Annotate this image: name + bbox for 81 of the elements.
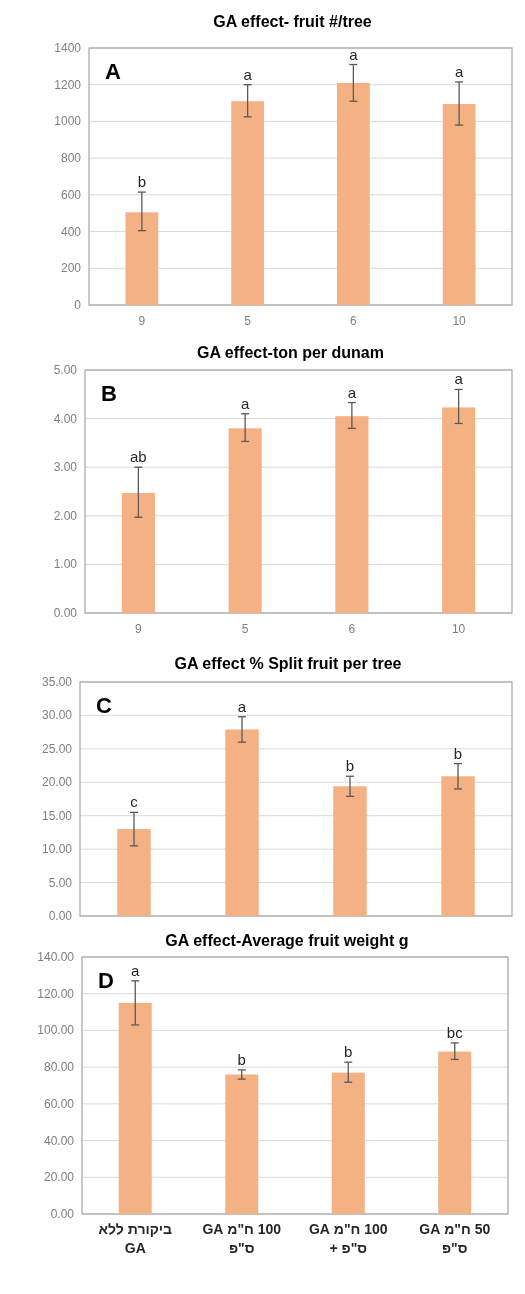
data-label: a xyxy=(131,961,141,979)
data-label: a xyxy=(240,394,250,412)
y-tick-label: 200 xyxy=(60,261,82,276)
y-tick-label: 40.00 xyxy=(43,1133,75,1148)
data-label: a xyxy=(243,65,253,83)
bar xyxy=(333,786,367,916)
annotation: B xyxy=(101,381,117,406)
x-tick-label: 6 xyxy=(350,314,358,328)
data-label: ab xyxy=(130,448,147,466)
y-tick-label: 10.00 xyxy=(41,842,73,857)
chart-title: GA effect- fruit #/tree xyxy=(213,13,372,30)
data-label: a xyxy=(237,697,247,715)
x-tick-label: 5 xyxy=(241,622,249,636)
y-tick-label: 400 xyxy=(60,224,82,239)
annotation: C xyxy=(96,693,112,718)
x-tick-label: 5 xyxy=(244,314,252,328)
y-tick-label: 0.00 xyxy=(53,606,78,620)
bar xyxy=(125,212,159,305)
x-tick-label: 100 ח"מ GA ס"פ xyxy=(202,1221,282,1256)
data-label: a xyxy=(349,45,359,63)
bar xyxy=(225,1074,259,1214)
x-tick-label: 100 ח"מ GA ס"פ + xyxy=(308,1221,388,1256)
x-tick-label: 9 xyxy=(135,622,143,636)
annotation: A xyxy=(105,59,121,84)
data-label: bc xyxy=(446,1023,464,1041)
bar xyxy=(442,103,476,305)
bar xyxy=(225,729,259,916)
x-tick-label: 10 xyxy=(451,622,466,636)
bar xyxy=(331,1072,365,1214)
y-tick-label: 0.00 xyxy=(50,1207,75,1221)
x-tick-label: 50 ח"מ GA ס"פ xyxy=(419,1221,491,1256)
y-tick-label: 3.00 xyxy=(53,460,78,475)
x-tick-label: 10 xyxy=(452,314,467,328)
bar xyxy=(441,776,475,916)
y-tick-label: 80.00 xyxy=(43,1060,75,1075)
bar xyxy=(121,492,155,613)
bar xyxy=(118,1002,152,1214)
data-label: a xyxy=(454,370,464,388)
chart-title: GA effect % Split fruit per tree xyxy=(174,655,402,672)
y-tick-label: 140.00 xyxy=(37,950,75,964)
y-tick-label: 60.00 xyxy=(43,1096,75,1111)
data-label: a xyxy=(454,62,464,80)
data-label: c xyxy=(130,793,139,811)
bar xyxy=(336,82,370,305)
y-tick-label: 120.00 xyxy=(37,986,75,1001)
bar xyxy=(438,1051,472,1214)
bar xyxy=(335,416,369,613)
chart-title: GA effect-Average fruit weight g xyxy=(165,932,409,949)
y-tick-label: 600 xyxy=(60,187,82,202)
y-tick-label: 2.00 xyxy=(53,508,78,523)
bar xyxy=(228,428,262,613)
y-tick-label: 20.00 xyxy=(41,775,73,790)
data-label: a xyxy=(347,383,357,401)
y-tick-label: 0 xyxy=(74,298,82,312)
x-tick-label: 6 xyxy=(348,622,356,636)
bar xyxy=(117,829,151,916)
y-tick-label: 1000 xyxy=(54,114,82,129)
y-tick-label: 1.00 xyxy=(53,557,78,572)
y-tick-label: 25.00 xyxy=(41,741,73,756)
y-tick-label: 30.00 xyxy=(41,708,73,723)
bar xyxy=(442,407,476,613)
data-label: b xyxy=(237,1050,246,1068)
annotation: D xyxy=(98,968,114,993)
y-tick-label: 5.00 xyxy=(48,875,73,890)
data-label: b xyxy=(453,744,463,762)
chart-title: GA effect-ton per dunam xyxy=(197,344,384,361)
y-tick-label: 1400 xyxy=(54,41,82,55)
data-label: b xyxy=(345,757,355,775)
y-tick-label: 5.00 xyxy=(53,363,78,377)
data-label: b xyxy=(137,173,147,191)
y-tick-label: 0.00 xyxy=(48,909,73,923)
bar xyxy=(231,101,265,305)
data-label: b xyxy=(344,1043,353,1061)
x-tick-label: 9 xyxy=(138,314,146,328)
y-tick-label: 4.00 xyxy=(53,411,78,426)
y-tick-label: 20.00 xyxy=(43,1170,75,1185)
y-tick-label: 800 xyxy=(60,151,82,166)
y-tick-label: 100.00 xyxy=(37,1023,75,1038)
y-tick-label: 35.00 xyxy=(41,675,73,689)
y-tick-label: 1200 xyxy=(54,77,82,92)
y-tick-label: 15.00 xyxy=(41,808,73,823)
